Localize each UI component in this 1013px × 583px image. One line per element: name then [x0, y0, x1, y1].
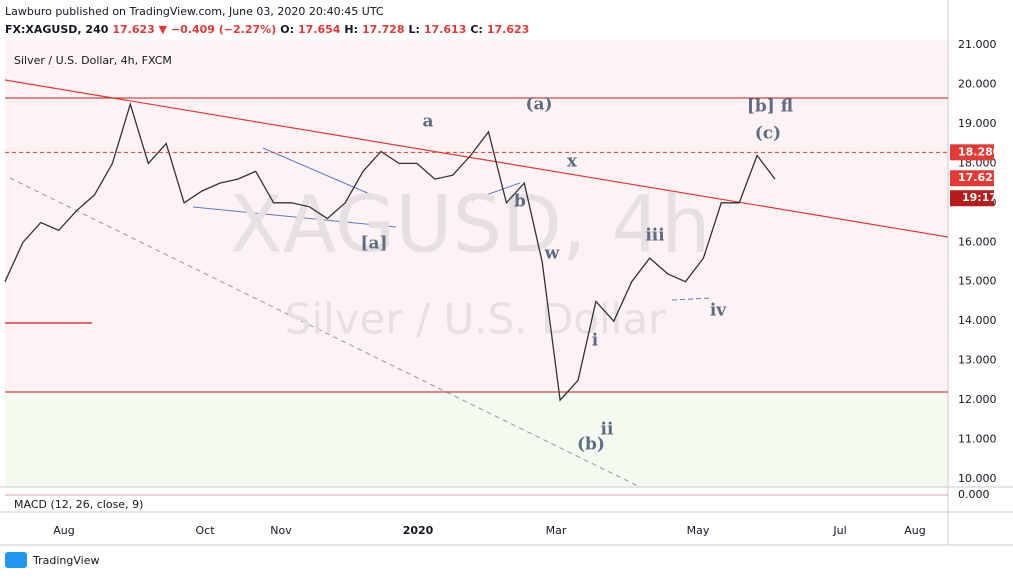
wave-label: iii — [645, 226, 665, 246]
quote-part: H: — [344, 23, 358, 36]
wave-label: a — [422, 112, 433, 132]
trend-line — [4, 79, 949, 238]
x-tick-label: Aug — [904, 524, 925, 537]
macd-tick: 0.000 — [958, 488, 990, 501]
x-tick-label: May — [687, 524, 710, 537]
watermark: Silver / U.S. Dollar — [285, 295, 666, 344]
wave-label: (c) — [755, 124, 781, 144]
zone-upper — [5, 40, 948, 392]
watermark: XAGUSD, 4h — [229, 180, 710, 270]
x-tick-label: Mar — [546, 524, 567, 537]
quote-part: 17.623 ▼ −0.409 (−2.27%) — [112, 23, 276, 36]
wave-label: (b) — [577, 435, 605, 455]
zone-lower — [5, 392, 948, 487]
triangle-line — [671, 297, 713, 301]
quote-part: FX:XAGUSD, 240 — [5, 23, 109, 36]
x-tick-label: 2020 — [403, 524, 434, 537]
quote-part: 17.728 — [362, 23, 404, 36]
published: Lawburo published on TradingView.com, Ju… — [5, 5, 384, 18]
wave-label: (a) — [525, 95, 552, 115]
price-badge — [950, 144, 994, 161]
x-tick-label: Oct — [195, 524, 215, 537]
quote-part: 17.613 — [424, 23, 466, 36]
wave-label: [b] fl — [747, 97, 793, 117]
wave-label: w — [544, 244, 560, 264]
x-tick-label: Aug — [53, 524, 74, 537]
wave-label: ii — [601, 420, 614, 440]
y-tick-label: 14.000 — [958, 314, 997, 327]
quote-part: C: — [470, 23, 482, 36]
y-tick-label: 21.000 — [958, 38, 997, 51]
wedge-line — [192, 206, 397, 228]
y-tick-label: 19.000 — [958, 117, 997, 130]
wave-label: iv — [710, 301, 727, 321]
footer[interactable]: TradingView — [32, 554, 99, 567]
price-badge-label: 18.280 — [958, 145, 1001, 158]
y-tick-label: 13.000 — [958, 354, 997, 367]
quote-part: O: — [280, 23, 294, 36]
wave-label: [a] — [360, 234, 387, 254]
price-badge-label: 17.623 — [958, 171, 1000, 184]
triangle-line — [471, 182, 521, 201]
price-badge — [950, 170, 994, 187]
legend: Silver / U.S. Dollar, 4h, FXCM — [14, 54, 172, 67]
wave-label: b — [514, 192, 526, 212]
quote-part: L: — [408, 23, 419, 36]
wave-label: i — [592, 331, 599, 351]
y-tick-label: 15.000 — [958, 275, 997, 288]
logo — [5, 552, 27, 568]
quote-line: FX:XAGUSD, 240 17.623 ▼ −0.409 (−2.27%) O:… — [5, 23, 529, 36]
y-tick-label: 10.000 — [958, 472, 997, 485]
y-tick-label: 12.000 — [958, 393, 997, 406]
y-tick-label: 16.000 — [958, 235, 997, 248]
countdown-badge — [950, 190, 994, 207]
x-tick-label: Nov — [270, 524, 292, 537]
quote-part: 17.623 — [487, 23, 529, 36]
x-tick-label: Jul — [832, 524, 846, 537]
y-tick-label: 11.000 — [958, 433, 997, 446]
countdown: 19:17 — [962, 191, 997, 204]
y-tick-label: 20.000 — [958, 77, 997, 90]
quote-part: 17.654 — [298, 23, 341, 36]
wave-label: x — [567, 152, 578, 172]
macd-label: MACD (12, 26, close, 9) — [14, 498, 143, 511]
price-line — [4, 101, 776, 402]
